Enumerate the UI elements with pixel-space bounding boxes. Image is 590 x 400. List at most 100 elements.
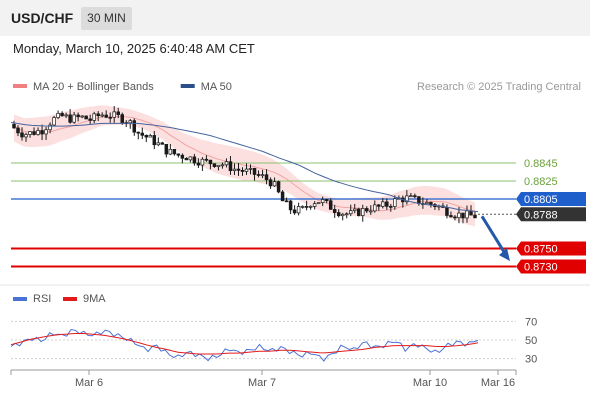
candle-body [128, 120, 133, 124]
candle [348, 204, 353, 217]
candle-body [324, 199, 329, 202]
candle-body [76, 114, 80, 118]
candle-body [449, 215, 453, 218]
candle [116, 107, 120, 119]
candle [196, 158, 201, 168]
candle-body [148, 135, 153, 138]
candle [409, 192, 413, 198]
candle-body [12, 123, 16, 129]
candle-body [296, 206, 301, 214]
candle-body [188, 156, 193, 161]
candle-body [196, 162, 201, 166]
candle [300, 205, 305, 209]
candle [144, 134, 149, 143]
candle [92, 111, 96, 124]
candle [449, 211, 453, 218]
candle-body [240, 169, 245, 172]
candle [148, 133, 153, 138]
copyright-text: Research © 2025 Trading Central [417, 81, 581, 93]
candle-body [312, 203, 317, 207]
candle-body [248, 168, 253, 170]
candle [44, 126, 48, 140]
candle-body [385, 201, 389, 207]
candle-body [204, 158, 209, 161]
forecast-arrow-shaft [480, 215, 508, 256]
candle [365, 206, 369, 214]
candle [36, 127, 40, 136]
candle [292, 205, 297, 215]
candle-body [417, 196, 421, 204]
candle-body [28, 131, 32, 135]
candle [236, 163, 241, 176]
candle-body [152, 135, 157, 146]
candle-body [276, 181, 281, 193]
candle [80, 115, 84, 119]
candle-body [308, 206, 313, 208]
candle [340, 212, 345, 221]
candle [429, 201, 433, 208]
candle [136, 131, 141, 140]
candle-body [220, 164, 225, 167]
candle-body [60, 112, 64, 117]
candle-body [361, 208, 365, 216]
candle [248, 164, 253, 175]
rsi-tick-label: 30 [525, 354, 537, 366]
candle [168, 144, 173, 155]
header-bar: USD/CHF 30 MIN [0, 0, 590, 36]
candle [377, 204, 381, 211]
candle-body [164, 143, 169, 155]
candle [28, 131, 32, 138]
candle [328, 198, 333, 210]
candle-body [288, 200, 293, 211]
candle-body [120, 114, 124, 123]
candle-body [236, 168, 241, 171]
candle [312, 201, 317, 210]
candle-body [405, 195, 409, 203]
candle [316, 202, 321, 205]
candle-body [393, 198, 397, 207]
candle-body [84, 115, 88, 120]
candle-body [136, 131, 141, 134]
candle-body [16, 127, 20, 134]
symbol-title: USD/CHF [11, 10, 74, 26]
candle [264, 169, 269, 185]
candle-body [96, 113, 100, 117]
candle [160, 141, 165, 145]
candle [192, 153, 197, 166]
pivot-label: 0.8805 [524, 194, 558, 206]
last-price-label: 0.8788 [524, 209, 558, 221]
candle [164, 143, 169, 158]
rsi-tick-label: 50 [525, 335, 537, 347]
candle [112, 106, 116, 123]
candle-body [176, 153, 181, 156]
candle-body [453, 216, 457, 219]
candle [72, 112, 76, 124]
candle [176, 153, 181, 158]
target-label-bg [516, 241, 586, 256]
candle [473, 211, 477, 219]
candle [60, 111, 64, 117]
bollinger-band [14, 105, 475, 227]
candle-body [180, 154, 185, 159]
candle [268, 177, 273, 189]
candle [180, 153, 185, 164]
candle-body [264, 174, 269, 181]
candle [120, 112, 124, 125]
candle-body [132, 120, 137, 133]
candle-body [348, 210, 353, 215]
candle [152, 130, 157, 150]
candle [108, 112, 112, 123]
candle-body [208, 159, 213, 165]
candle [68, 109, 72, 124]
candle [252, 167, 257, 181]
candle-body [473, 214, 477, 219]
candle-body [44, 129, 48, 135]
candle-body [160, 142, 165, 145]
candle-body [52, 117, 56, 126]
candle-body [429, 202, 433, 205]
timeframe-button[interactable]: 30 MIN [81, 7, 132, 30]
x-tick-label: Mar 6 [75, 377, 103, 389]
target-label-bg [516, 259, 586, 274]
candle-body [425, 202, 429, 205]
